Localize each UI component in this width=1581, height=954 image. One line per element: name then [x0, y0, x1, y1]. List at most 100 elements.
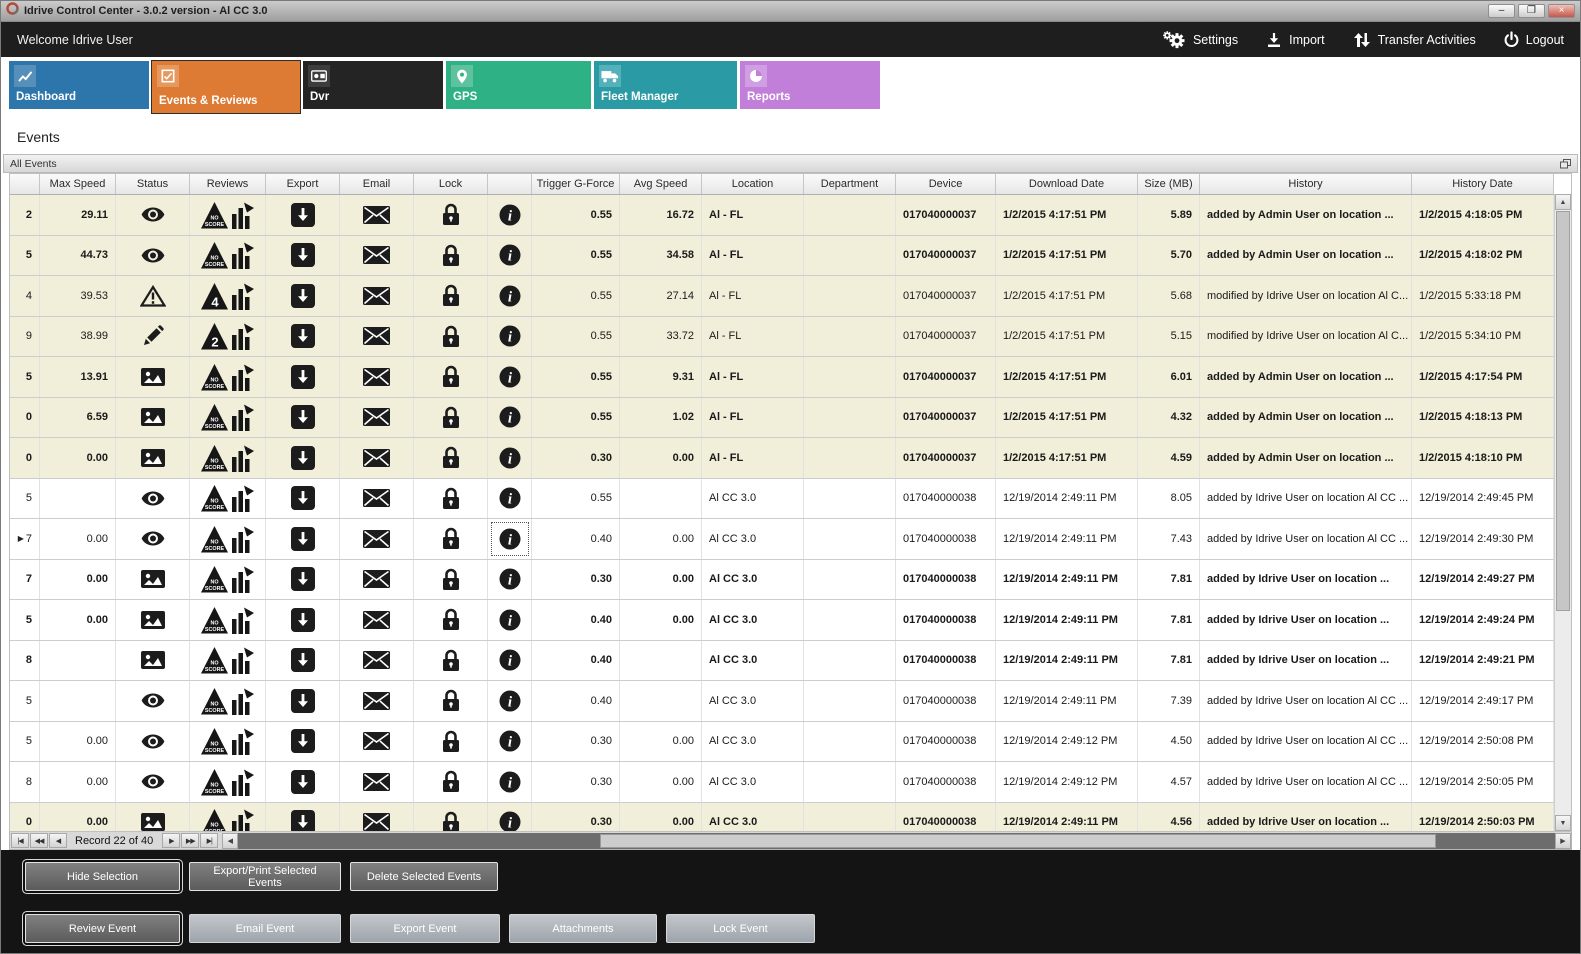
cell-id-fragment[interactable]: 5: [10, 478, 40, 518]
cell-info[interactable]: i: [488, 276, 532, 316]
column-header-reviews[interactable]: Reviews: [190, 174, 266, 194]
cell-avg-speed[interactable]: 0.00: [620, 721, 702, 761]
cell-info[interactable]: i: [488, 438, 532, 478]
cell-avg-speed[interactable]: 9.31: [620, 357, 702, 397]
cell-history[interactable]: modified by Idrive User on location Al C…: [1200, 276, 1412, 316]
cell-location[interactable]: Al CC 3.0: [702, 681, 804, 721]
cell-location[interactable]: Al CC 3.0: [702, 600, 804, 640]
column-header-max-speed[interactable]: Max Speed: [40, 174, 116, 194]
cell-department[interactable]: [804, 235, 896, 275]
table-row[interactable]: 2 29.11 NO SCORE i 0.55 16.72 Al - FL 0170400000…: [10, 195, 1554, 236]
cell-export[interactable]: [266, 762, 340, 802]
email-button[interactable]: [363, 610, 390, 629]
cell-location[interactable]: Al CC 3.0: [702, 478, 804, 518]
cell-export[interactable]: [266, 478, 340, 518]
cell-size-mb[interactable]: 7.81: [1138, 600, 1200, 640]
email-button[interactable]: [363, 408, 390, 427]
cell-status[interactable]: [116, 600, 190, 640]
cell-email[interactable]: [340, 802, 414, 831]
cell-export[interactable]: [266, 802, 340, 831]
column-header-status[interactable]: Status: [116, 174, 190, 194]
column-header-history-date[interactable]: History Date: [1412, 174, 1554, 194]
cell-export[interactable]: [266, 397, 340, 437]
cell-history-date[interactable]: 12/19/2014 2:49:24 PM: [1412, 600, 1554, 640]
cell-status[interactable]: [116, 316, 190, 356]
column-header-id-fragment[interactable]: [10, 174, 40, 194]
cell-size-mb[interactable]: 4.57: [1138, 762, 1200, 802]
vertical-scrollbar[interactable]: ▲ ▼: [1554, 194, 1571, 831]
cell-trigger-g[interactable]: 0.55: [532, 316, 620, 356]
cell-export[interactable]: [266, 681, 340, 721]
cell-export[interactable]: [266, 438, 340, 478]
cell-history[interactable]: added by Idrive User on location Al CC .…: [1200, 721, 1412, 761]
lock-button[interactable]: [442, 568, 460, 591]
lock-button[interactable]: [442, 608, 460, 631]
export-button[interactable]: [290, 243, 315, 268]
cell-info[interactable]: i: [488, 316, 532, 356]
cell-location[interactable]: Al CC 3.0: [702, 802, 804, 831]
email-button[interactable]: [363, 691, 390, 710]
cell-max-speed[interactable]: 0.00: [40, 600, 116, 640]
export-button[interactable]: [290, 526, 315, 551]
cell-email[interactable]: [340, 438, 414, 478]
column-header-download-date[interactable]: Download Date: [996, 174, 1138, 194]
cell-department[interactable]: [804, 762, 896, 802]
cell-max-speed[interactable]: 0.00: [40, 438, 116, 478]
nav-last-button[interactable]: ▶|: [200, 833, 219, 848]
table-row[interactable]: 8 NO SCORE i 0.40 Al CC 3.0 017040000038 12/19/…: [10, 640, 1554, 681]
cell-size-mb[interactable]: 7.43: [1138, 519, 1200, 559]
email-button[interactable]: [363, 448, 390, 467]
cell-history-date[interactable]: 12/19/2014 2:49:17 PM: [1412, 681, 1554, 721]
cell-info[interactable]: i: [488, 802, 532, 831]
column-header-lock[interactable]: Lock: [414, 174, 488, 194]
cell-email[interactable]: [340, 276, 414, 316]
cell-device[interactable]: 017040000038: [896, 640, 996, 680]
cell-download-date[interactable]: 12/19/2014 2:49:11 PM: [996, 600, 1138, 640]
scroll-down-icon[interactable]: ▼: [1555, 815, 1571, 831]
cell-device[interactable]: 017040000037: [896, 357, 996, 397]
cell-device[interactable]: 017040000037: [896, 397, 996, 437]
cell-reviews[interactable]: 2: [190, 316, 266, 356]
cell-department[interactable]: [804, 519, 896, 559]
cell-device[interactable]: 017040000038: [896, 802, 996, 831]
table-row[interactable]: 5 NO SCORE i 0.55 Al CC 3.0 017040000038 12/19/…: [10, 478, 1554, 519]
column-header-department[interactable]: Department: [804, 174, 896, 194]
email-button[interactable]: [363, 205, 390, 224]
cell-status[interactable]: [116, 195, 190, 235]
export-button[interactable]: [290, 729, 315, 754]
attachments-button[interactable]: Attachments: [509, 914, 657, 943]
cell-download-date[interactable]: 12/19/2014 2:49:11 PM: [996, 559, 1138, 599]
column-header-email[interactable]: Email: [340, 174, 414, 194]
cell-history[interactable]: added by Admin User on location ...: [1200, 397, 1412, 437]
lock-button[interactable]: [442, 770, 460, 793]
cell-download-date[interactable]: 12/19/2014 2:49:11 PM: [996, 478, 1138, 518]
info-button[interactable]: i: [499, 690, 521, 712]
cell-department[interactable]: [804, 316, 896, 356]
cell-history-date[interactable]: 1/2/2015 4:18:05 PM: [1412, 195, 1554, 235]
cell-lock[interactable]: [414, 681, 488, 721]
export-button[interactable]: [290, 688, 315, 713]
hide-selection-button[interactable]: Hide Selection: [25, 862, 180, 891]
email-event-button[interactable]: Email Event: [189, 914, 341, 943]
cell-device[interactable]: 017040000038: [896, 721, 996, 761]
cell-download-date[interactable]: 1/2/2015 4:17:51 PM: [996, 397, 1138, 437]
cell-size-mb[interactable]: 7.81: [1138, 559, 1200, 599]
email-button[interactable]: [363, 327, 390, 346]
cell-status[interactable]: [116, 640, 190, 680]
cell-info[interactable]: i: [488, 762, 532, 802]
cell-info[interactable]: i: [488, 397, 532, 437]
email-button[interactable]: [363, 367, 390, 386]
cell-email[interactable]: [340, 519, 414, 559]
cell-department[interactable]: [804, 397, 896, 437]
cell-history-date[interactable]: 1/2/2015 4:17:54 PM: [1412, 357, 1554, 397]
cell-department[interactable]: [804, 438, 896, 478]
delete-selected-events-button[interactable]: Delete Selected Events: [350, 862, 498, 891]
table-row[interactable]: 0 0.00 NO SCORE i 0.30 0.00 Al - FL 017040000037…: [10, 438, 1554, 479]
